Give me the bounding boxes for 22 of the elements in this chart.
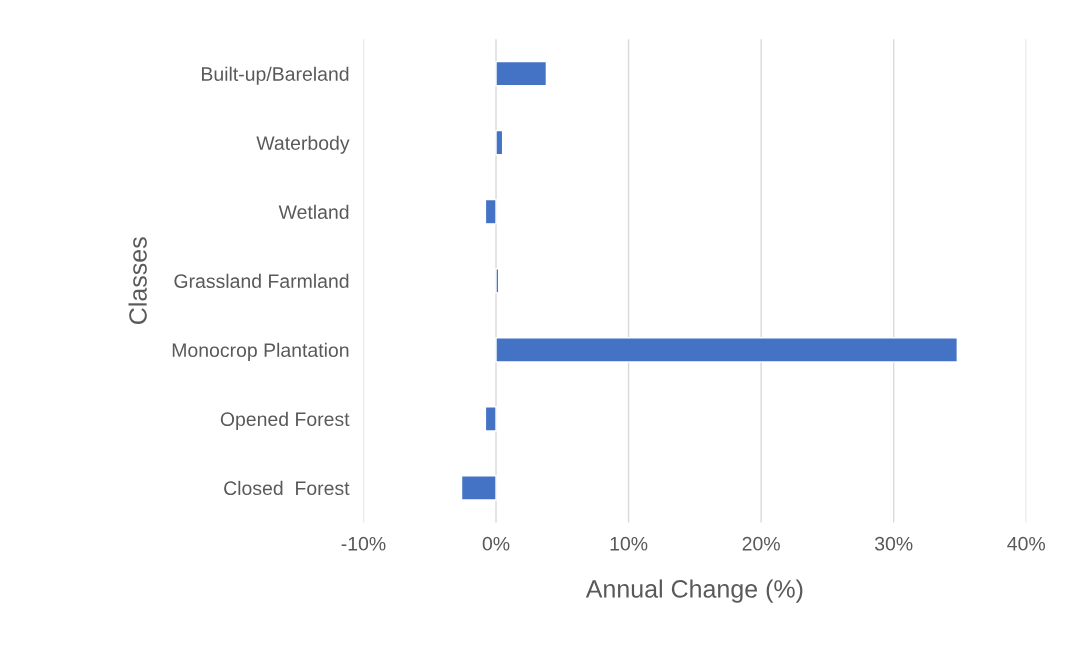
y-tick-label: Monocrop Plantation — [172, 342, 349, 361]
y-tick-label: Waterbody — [256, 135, 350, 154]
y-tick-label: Grassland Farmland — [174, 273, 349, 289]
y-tick-label: Opened Forest — [220, 411, 350, 430]
y-tick-label: Built-up/Bareland — [202, 66, 349, 85]
bar — [460, 475, 497, 501]
x-tick-label: 20% — [742, 536, 780, 551]
x-tick-label: 40% — [1007, 536, 1046, 551]
bar — [495, 129, 504, 156]
x-axis-title: Annual Change (%) — [585, 579, 803, 603]
x-tick-label: 30% — [874, 536, 913, 551]
bar — [484, 198, 497, 225]
y-axis-title: Classes — [128, 237, 147, 324]
x-tick-label: 10% — [610, 536, 648, 551]
y-tick-label: Closed Forest — [224, 480, 350, 496]
x-tick-label: 0% — [482, 536, 510, 551]
bar — [495, 337, 959, 363]
bar — [495, 268, 500, 294]
y-tick-label: Wetland — [278, 204, 349, 219]
x-tick-label: -10% — [341, 536, 386, 551]
bar — [484, 406, 497, 432]
bar — [495, 60, 548, 87]
